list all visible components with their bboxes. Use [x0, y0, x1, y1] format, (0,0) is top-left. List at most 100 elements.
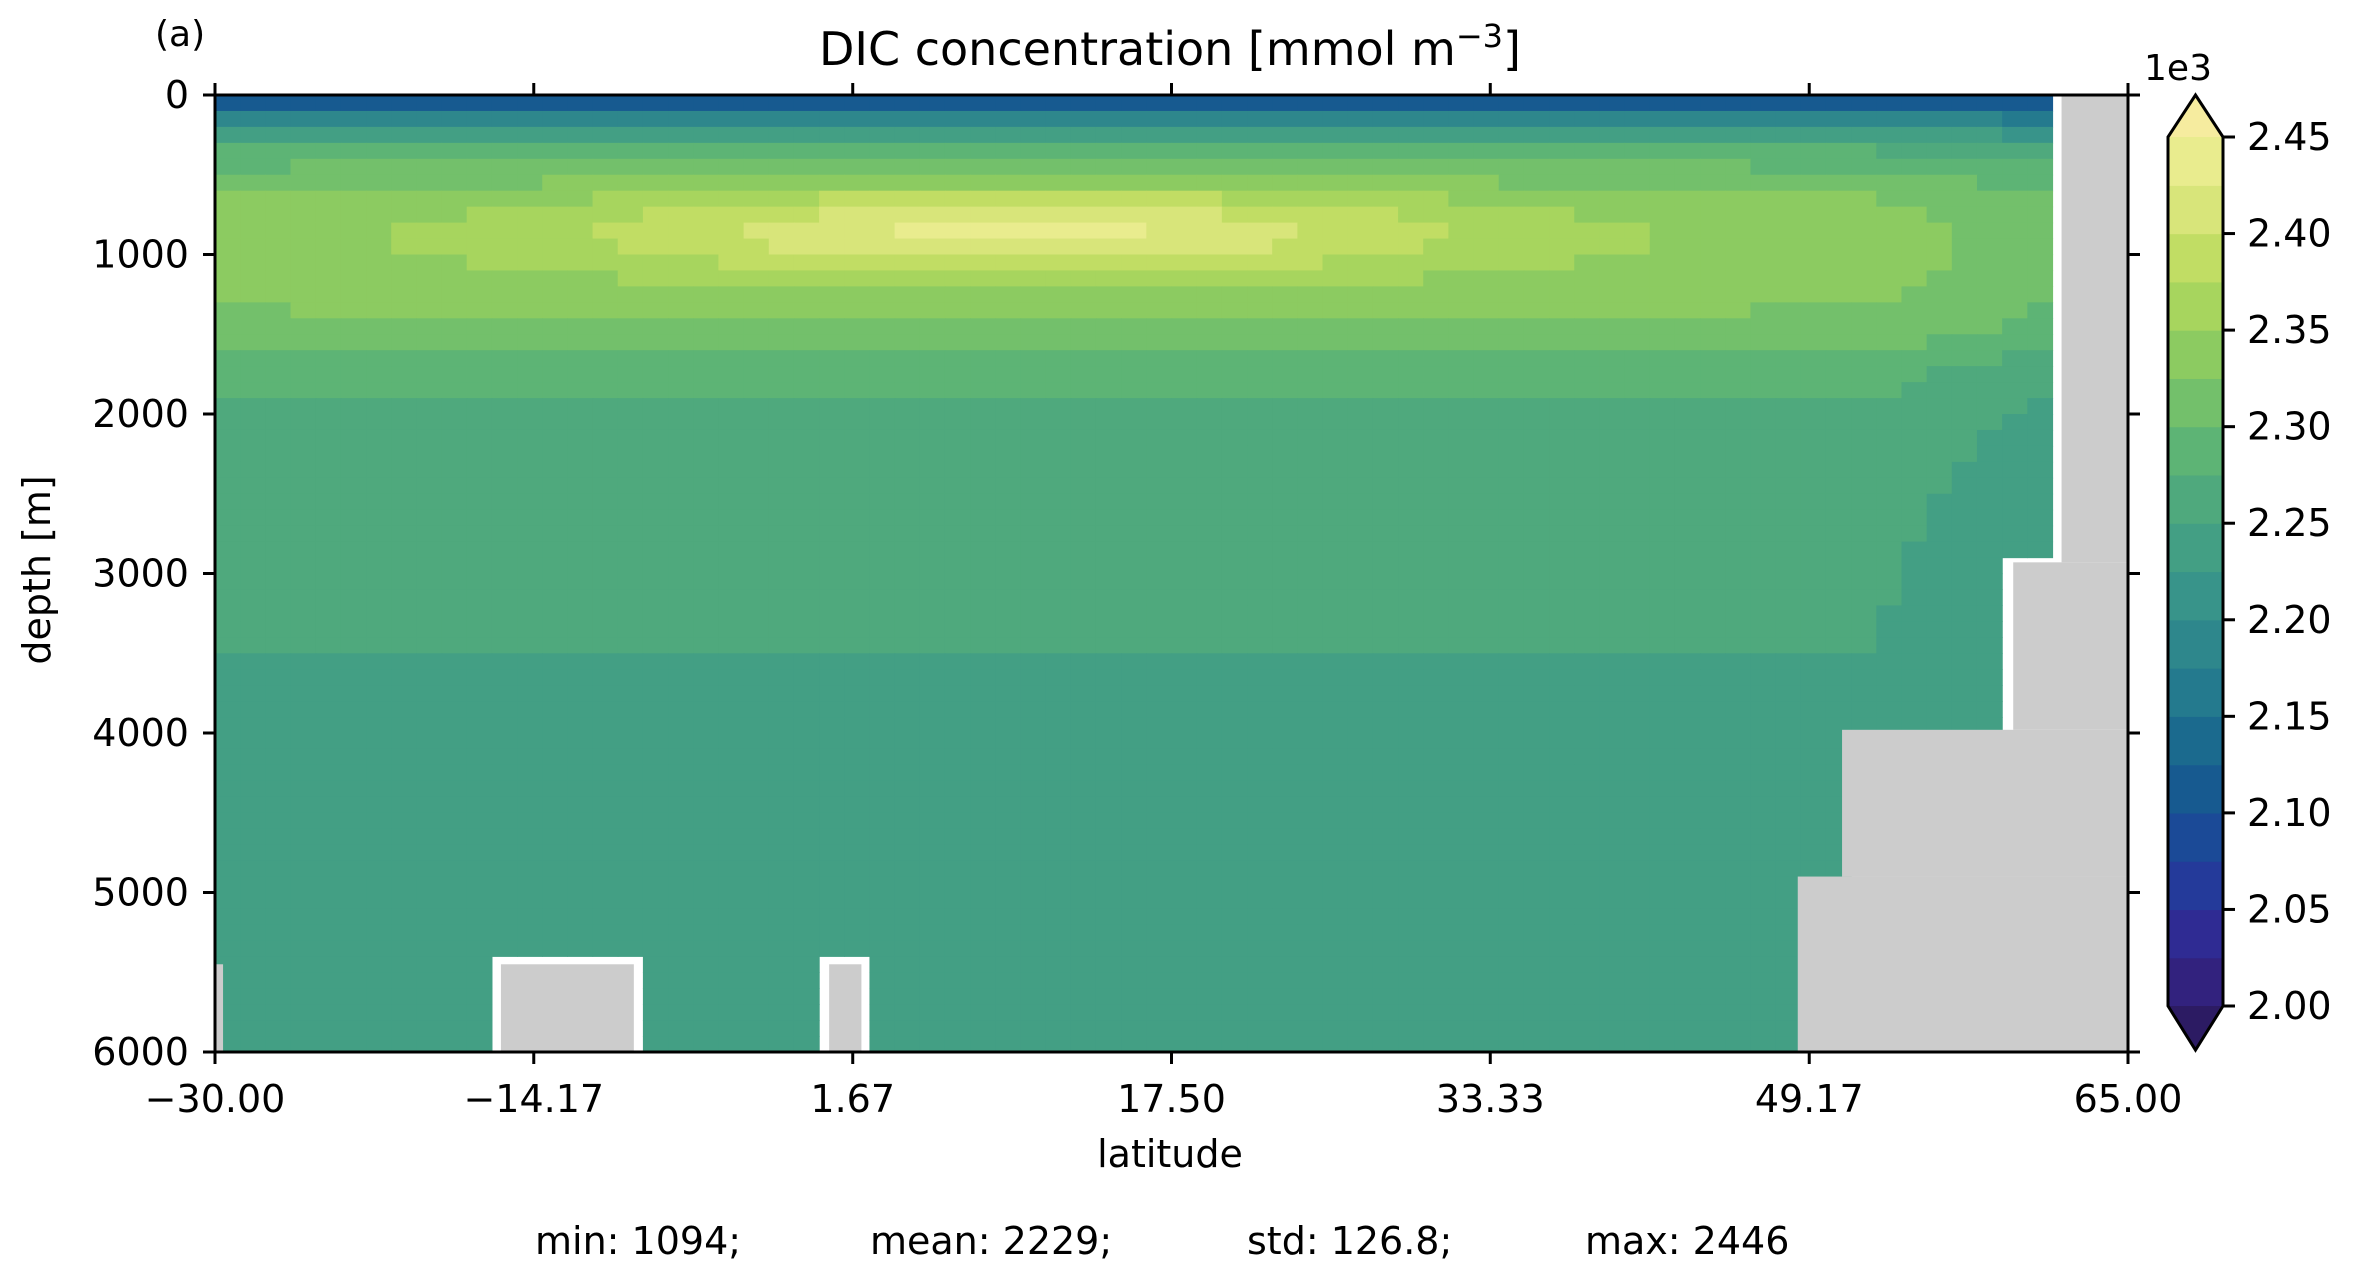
heatmap-cell	[617, 477, 644, 495]
heatmap-cell	[970, 637, 996, 654]
heatmap-cell	[1347, 876, 1374, 894]
heatmap-cell	[1297, 908, 1324, 925]
colorbar-segment	[2168, 619, 2223, 669]
heatmap-cell	[491, 286, 518, 303]
heatmap-cell	[718, 95, 745, 112]
heatmap-cell	[1171, 1020, 1198, 1037]
heatmap-cell	[416, 142, 443, 160]
heatmap-cell	[1700, 860, 1726, 878]
heatmap-cell	[1196, 892, 1223, 910]
heatmap-cell	[542, 334, 568, 351]
heatmap-cell	[793, 190, 820, 208]
heatmap-cell	[1498, 908, 1525, 925]
heatmap-cell	[743, 461, 770, 479]
heatmap-cell	[1750, 573, 1777, 591]
heatmap-cell	[1775, 653, 1802, 670]
heatmap-cell	[1297, 589, 1324, 606]
heatmap-cell	[844, 892, 871, 910]
heatmap-cell	[1549, 222, 1575, 240]
heatmap-cell	[315, 860, 342, 878]
heatmap-cell	[869, 461, 896, 479]
heatmap-cell	[1674, 892, 1701, 910]
heatmap-cell	[819, 254, 845, 272]
heatmap-cell	[592, 95, 619, 112]
heatmap-cell	[1448, 796, 1475, 814]
heatmap-cell	[1398, 876, 1424, 894]
heatmap-cell	[1372, 764, 1399, 782]
heatmap-cell	[1825, 366, 1852, 383]
heatmap-cell	[416, 653, 443, 670]
heatmap-cell	[1700, 429, 1726, 447]
heatmap-cell	[366, 158, 392, 176]
heatmap-cell	[1951, 270, 1978, 287]
heatmap-cell	[1272, 350, 1298, 367]
heatmap-cell	[1070, 525, 1097, 543]
heatmap-cell	[567, 780, 594, 798]
heatmap-cell	[1297, 1036, 1324, 1053]
heatmap-cell	[793, 254, 820, 272]
heatmap-cell	[215, 876, 241, 894]
heatmap-cell	[1171, 398, 1198, 415]
heatmap-cell	[743, 876, 770, 894]
heatmap-cell	[1649, 206, 1676, 224]
heatmap-cell	[1750, 653, 1777, 670]
heatmap-cell	[693, 398, 720, 415]
heatmap-cell	[240, 701, 266, 718]
heatmap-cell	[1020, 366, 1047, 383]
heatmap-cell	[743, 988, 770, 1005]
heatmap-cell	[265, 190, 292, 208]
heatmap-cell	[1020, 206, 1047, 224]
heatmap-cell	[1045, 573, 1072, 591]
heatmap-cell	[1851, 573, 1877, 591]
heatmap-cell	[1549, 461, 1575, 479]
heatmap-cell	[215, 366, 241, 383]
heatmap-cell	[970, 669, 996, 686]
heatmap-cell	[1800, 366, 1827, 383]
heatmap-cell	[1574, 318, 1601, 335]
heatmap-cell	[1146, 573, 1173, 591]
heatmap-cell	[693, 541, 720, 559]
heatmap-cell	[290, 318, 317, 335]
heatmap-cell	[970, 429, 996, 447]
heatmap-cell	[1247, 174, 1273, 192]
heatmap-cell	[441, 573, 468, 591]
heatmap-cell	[1901, 669, 1928, 686]
heatmap-cell	[768, 733, 795, 750]
heatmap-cell	[1448, 988, 1475, 1005]
heatmap-cell	[1976, 669, 2003, 686]
heatmap-cell	[2002, 414, 2028, 431]
heatmap-cell	[592, 876, 619, 894]
heatmap-cell	[642, 892, 669, 910]
heatmap-cell	[1549, 573, 1575, 591]
heatmap-cell	[1095, 908, 1122, 925]
heatmap-cell	[1297, 621, 1324, 638]
heatmap-cell	[1624, 1036, 1651, 1053]
heatmap-cell	[1347, 126, 1374, 144]
heatmap-cell	[1070, 222, 1097, 240]
heatmap-cell	[1196, 573, 1223, 591]
heatmap-cell	[1775, 589, 1802, 606]
heatmap-cell	[1901, 398, 1928, 415]
heatmap-cell	[1247, 509, 1273, 527]
heatmap-cell	[1272, 908, 1298, 925]
heatmap-cell	[617, 461, 644, 479]
heatmap-cell	[718, 621, 745, 638]
heatmap-cell	[391, 126, 417, 144]
heatmap-cell	[1599, 988, 1626, 1005]
heatmap-cell	[768, 748, 795, 766]
heatmap-cell	[1372, 780, 1399, 798]
heatmap-cell	[1649, 142, 1676, 160]
heatmap-cell	[1095, 621, 1122, 638]
heatmap-cell	[1549, 1004, 1575, 1021]
heatmap-cell	[1272, 206, 1298, 224]
heatmap-cell	[1775, 988, 1802, 1005]
heatmap-cell	[542, 892, 568, 910]
heatmap-cell	[1750, 174, 1777, 192]
heatmap-cell	[944, 493, 971, 511]
heatmap-cell	[1247, 286, 1273, 303]
heatmap-cell	[1423, 302, 1449, 319]
heatmap-cell	[1171, 190, 1198, 208]
heatmap-cell	[240, 541, 266, 559]
heatmap-cell	[1272, 924, 1298, 941]
heatmap-cell	[1976, 429, 2003, 447]
